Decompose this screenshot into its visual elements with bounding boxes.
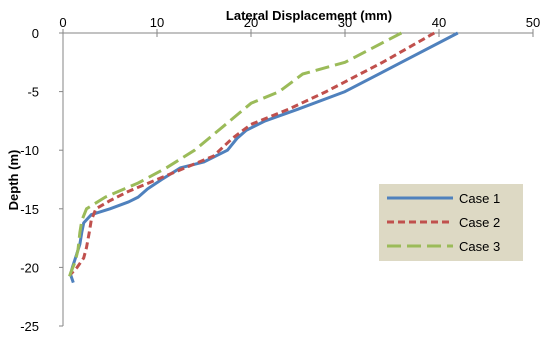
x-tick-label: 30 — [338, 15, 352, 30]
series-line-case-3 — [67, 31, 403, 280]
chart-title: Lateral Displacement (mm) — [226, 8, 392, 23]
legend-label-case-1: Case 1 — [459, 191, 500, 206]
y-tick-label: -5 — [27, 85, 39, 100]
legend-label-case-3: Case 3 — [459, 239, 500, 254]
legend: Case 1 Case 2 Case 3 — [379, 184, 523, 261]
axes: 0 10 20 30 40 50 0 -5 -10 -15 -20 -25 — [20, 15, 540, 334]
y-tick-label: -20 — [20, 260, 39, 275]
series-line-case-2 — [69, 31, 436, 276]
legend-label-case-2: Case 2 — [459, 215, 500, 230]
y-tick-label: -25 — [20, 319, 39, 334]
x-tick-label: 40 — [432, 15, 446, 30]
x-tick-label: 10 — [150, 15, 164, 30]
x-tick-label: 20 — [244, 15, 258, 30]
y-tick-label: -15 — [20, 202, 39, 217]
y-axis-label: Depth (m) — [6, 150, 21, 211]
series-layer — [67, 31, 459, 284]
x-tick-label: 50 — [526, 15, 540, 30]
y-tick-label: -10 — [20, 143, 39, 158]
y-tick-label: 0 — [32, 26, 39, 41]
x-tick-label: 0 — [59, 15, 66, 30]
